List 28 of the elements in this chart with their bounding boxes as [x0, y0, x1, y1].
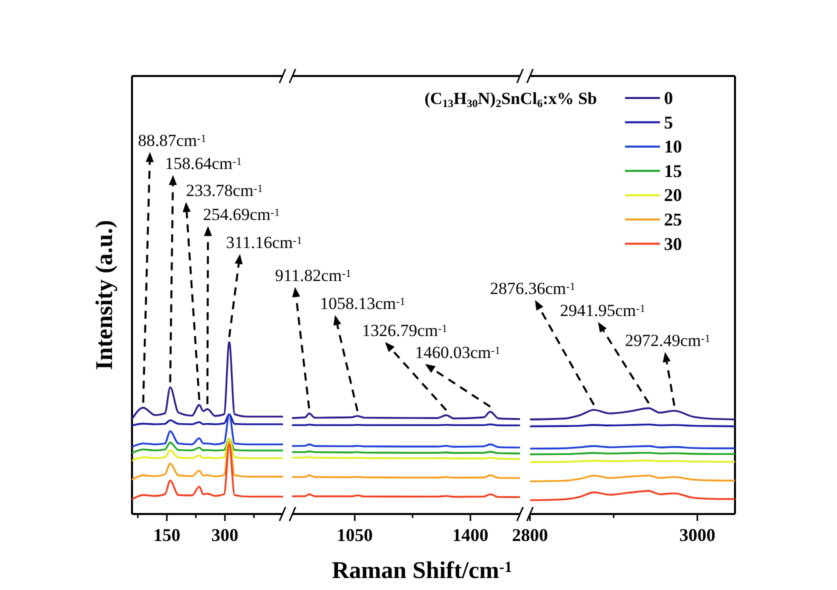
x-axis-title: Raman Shift/cm$^{-1}$ [332, 558, 512, 584]
annotation: 2876.36cm$^{-1}$ [490, 279, 576, 298]
annotation: 254.69cm$^{-1}$ [203, 205, 280, 224]
annotation: 311.16cm$^{-1}$ [226, 233, 302, 252]
annotation: 2941.95cm$^{-1}$ [560, 301, 646, 320]
x-tick-label: 1050 [336, 525, 373, 545]
x-tick-label: 3000 [679, 525, 716, 545]
x-tick-label: 1400 [452, 525, 488, 545]
legend-label: 10 [664, 136, 682, 157]
x-tick-label: 2800 [512, 525, 548, 545]
legend-label: 25 [664, 210, 682, 230]
legend-label: 15 [664, 160, 682, 181]
legend-label: 20 [664, 185, 682, 206]
text: (C$_{13}$H$_{30}$N)$_{2}$SnCl$_{6}$:x% Sb [424, 89, 597, 110]
annotation: 2972.49cm$^{-1}$ [625, 331, 710, 350]
annotation: 233.78cm$^{-1}$ [186, 181, 263, 200]
x-tick-label: 150 [153, 525, 180, 545]
annotation: 1460.03cm$^{-1}$ [415, 343, 500, 362]
legend-label: 0 [664, 88, 673, 108]
y-axis-title: Intensity (a.u.) [92, 220, 118, 370]
annotation: 1326.79cm$^{-1}$ [362, 321, 448, 340]
x-tick-label: 300 [211, 525, 238, 545]
annotation: 911.82cm$^{-1}$ [275, 266, 352, 285]
annotation: 88.87cm$^{-1}$ [138, 131, 206, 150]
legend-label: 5 [664, 112, 673, 132]
legend-label: 30 [664, 234, 682, 254]
annotation: 158.64cm$^{-1}$ [165, 154, 242, 173]
annotation: 1058.13cm$^{-1}$ [320, 294, 406, 313]
